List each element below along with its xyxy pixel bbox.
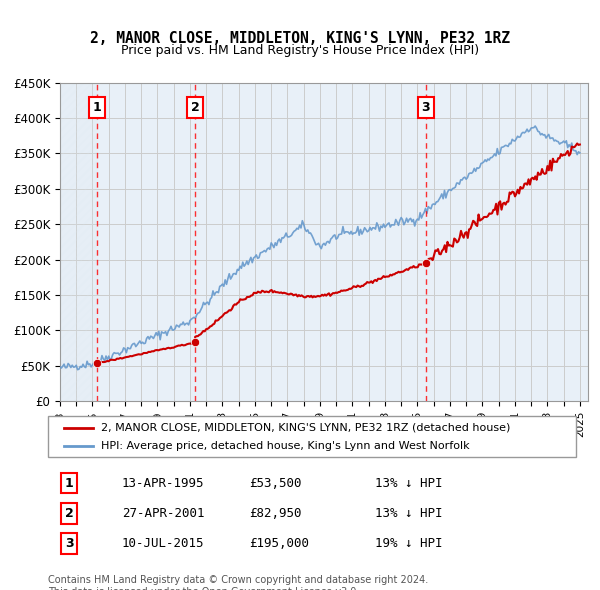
Text: 10-JUL-2015: 10-JUL-2015	[122, 537, 205, 550]
Text: 3: 3	[65, 537, 73, 550]
Text: 2, MANOR CLOSE, MIDDLETON, KING'S LYNN, PE32 1RZ (detached house): 2, MANOR CLOSE, MIDDLETON, KING'S LYNN, …	[101, 422, 510, 432]
Text: 2, MANOR CLOSE, MIDDLETON, KING'S LYNN, PE32 1RZ: 2, MANOR CLOSE, MIDDLETON, KING'S LYNN, …	[90, 31, 510, 46]
Text: 27-APR-2001: 27-APR-2001	[122, 507, 205, 520]
Text: 2: 2	[65, 507, 73, 520]
Text: 19% ↓ HPI: 19% ↓ HPI	[376, 537, 443, 550]
FancyBboxPatch shape	[48, 416, 576, 457]
Text: 13% ↓ HPI: 13% ↓ HPI	[376, 477, 443, 490]
Text: 3: 3	[422, 101, 430, 114]
Text: £53,500: £53,500	[248, 477, 301, 490]
Text: 13% ↓ HPI: 13% ↓ HPI	[376, 507, 443, 520]
Text: 13-APR-1995: 13-APR-1995	[122, 477, 205, 490]
Text: £195,000: £195,000	[248, 537, 308, 550]
Bar	[60, 83, 97, 401]
Text: 1: 1	[65, 477, 73, 490]
Text: Contains HM Land Registry data © Crown copyright and database right 2024.
This d: Contains HM Land Registry data © Crown c…	[48, 575, 428, 590]
Text: 2: 2	[191, 101, 200, 114]
Text: £82,950: £82,950	[248, 507, 301, 520]
Text: 1: 1	[92, 101, 101, 114]
Text: HPI: Average price, detached house, King's Lynn and West Norfolk: HPI: Average price, detached house, King…	[101, 441, 469, 451]
Text: Price paid vs. HM Land Registry's House Price Index (HPI): Price paid vs. HM Land Registry's House …	[121, 44, 479, 57]
